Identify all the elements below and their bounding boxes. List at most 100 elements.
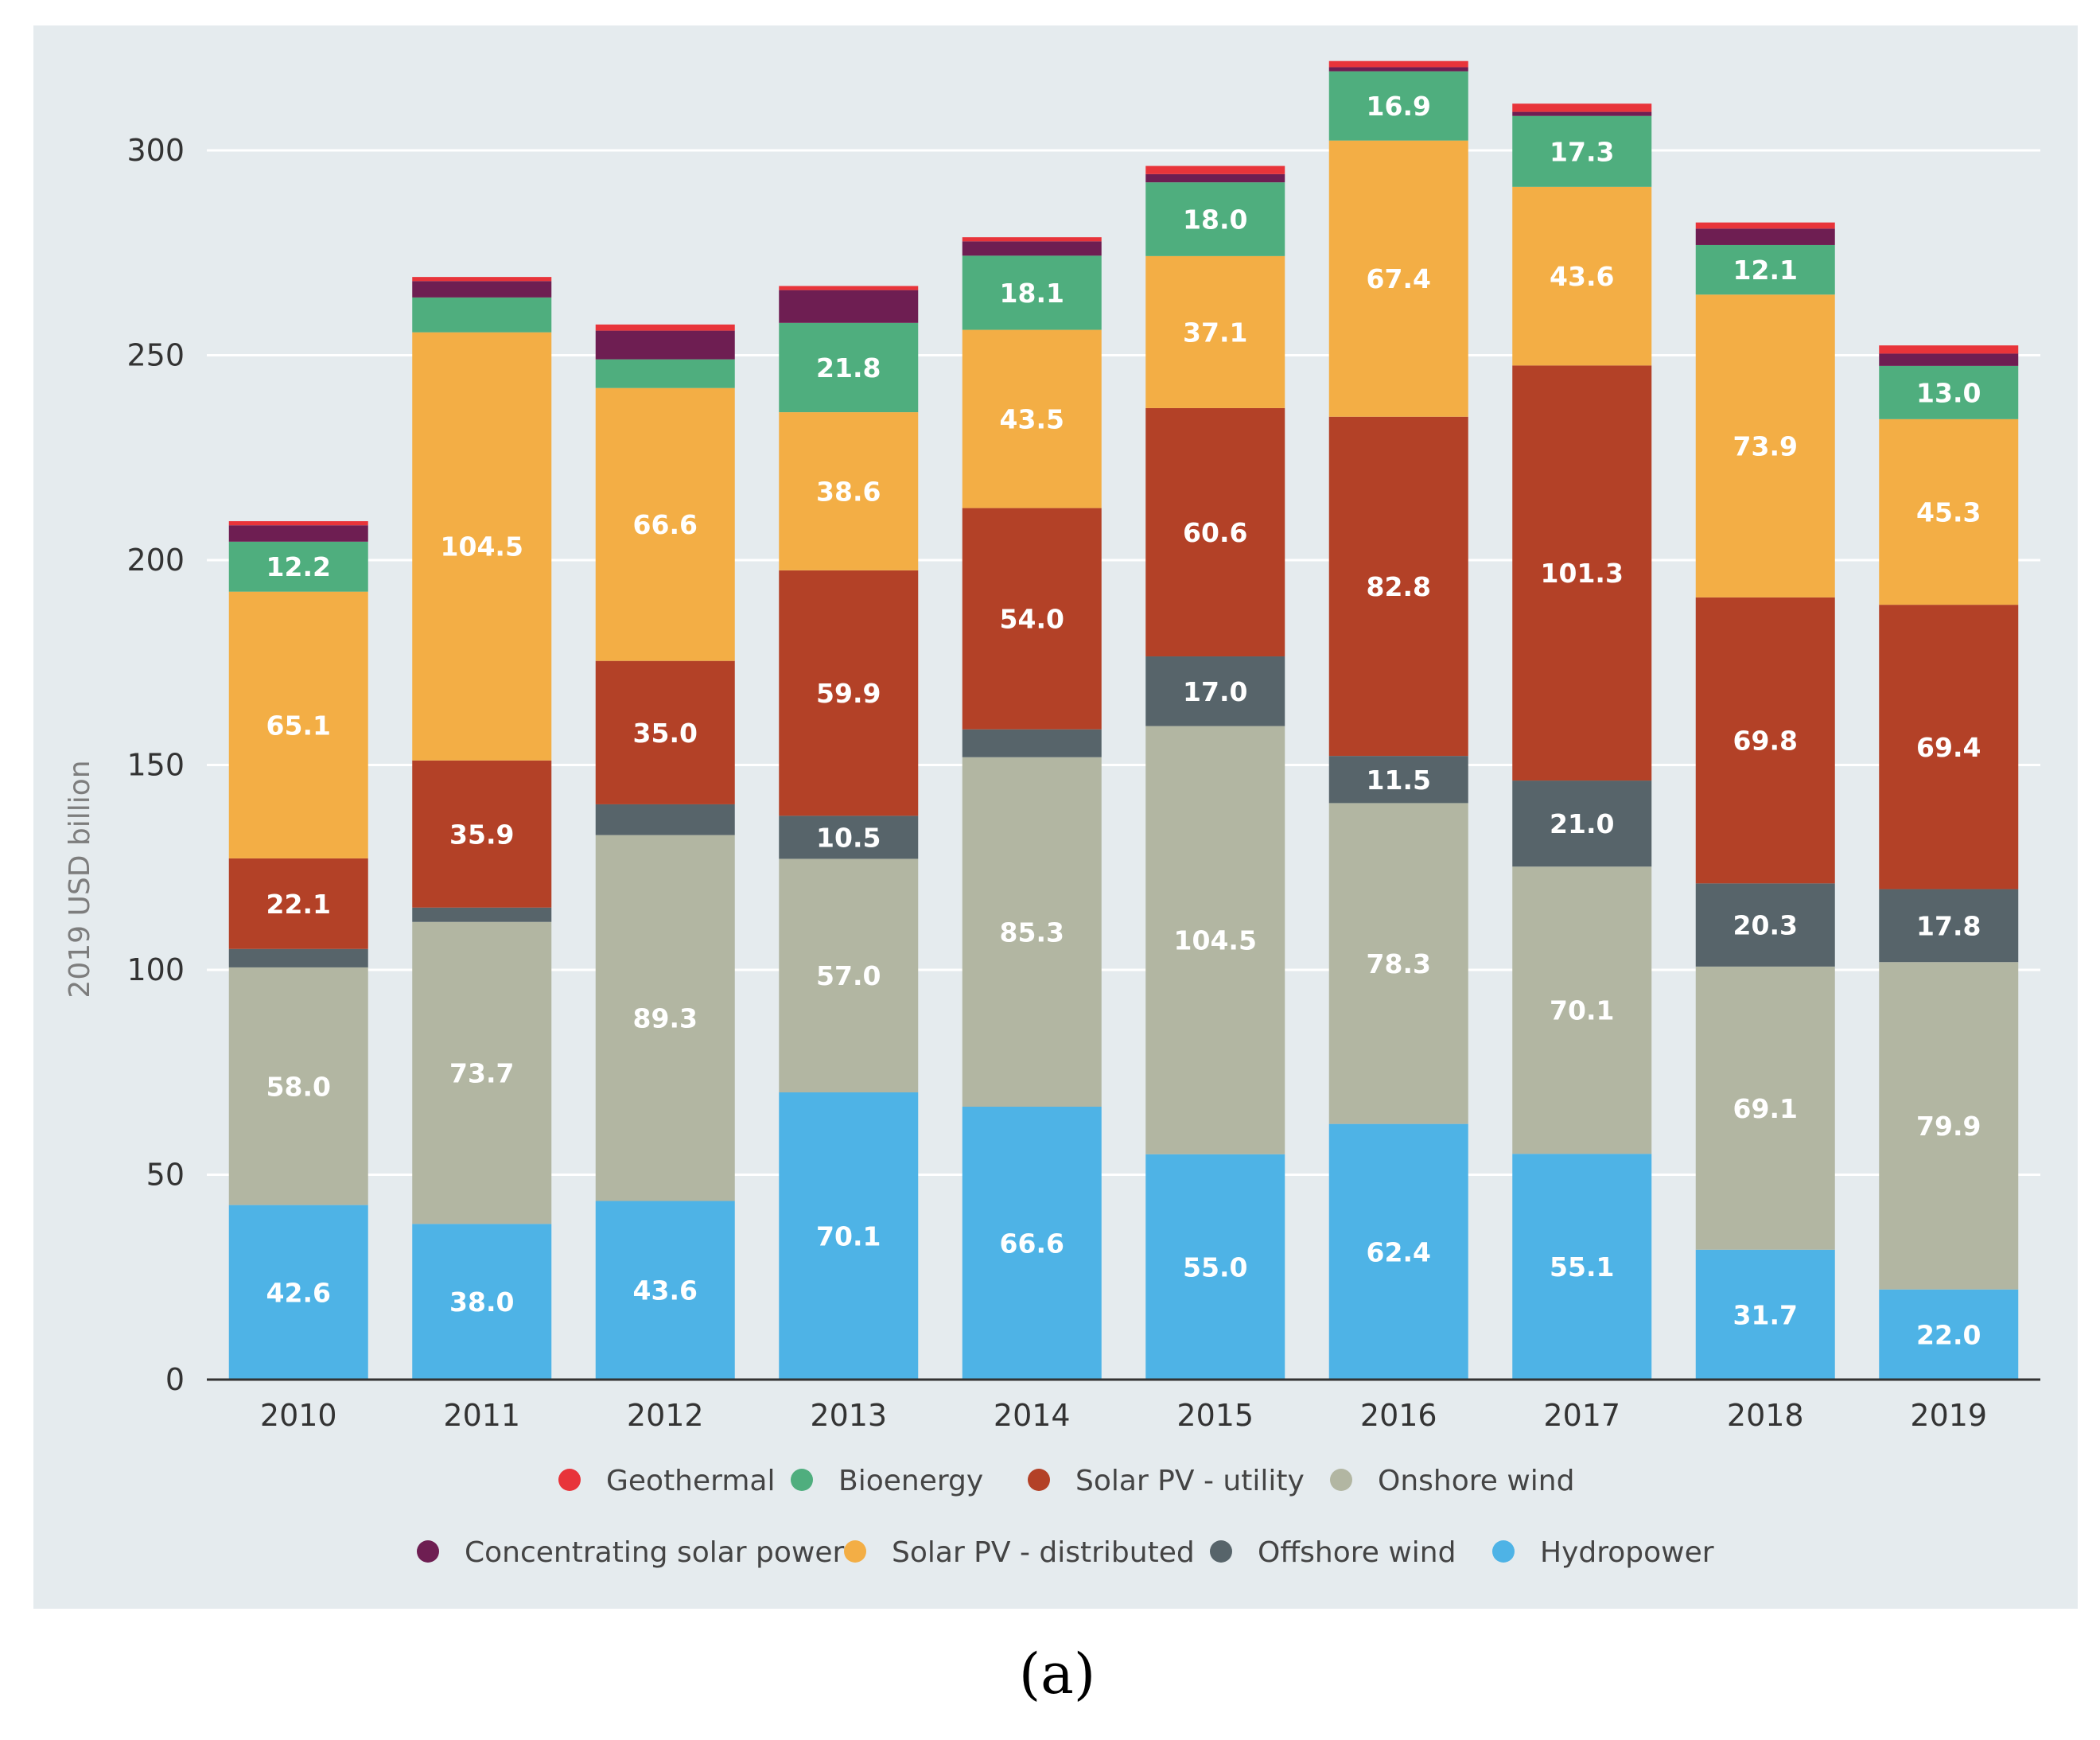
x-tick-label: 2011 bbox=[443, 1398, 520, 1433]
bar-solar-pv-utility-2013 bbox=[779, 570, 919, 816]
data-label-solar-pv-distributed-2014: 43.5 bbox=[1000, 404, 1064, 435]
legend-marker-offshore-wind bbox=[1210, 1540, 1232, 1563]
bar-bioenergy-2019 bbox=[1879, 365, 2019, 419]
bar-onshore-wind-2010 bbox=[228, 967, 368, 1205]
data-label-bioenergy-2013: 21.8 bbox=[816, 352, 881, 383]
bar-hydropower-2011 bbox=[412, 1224, 552, 1380]
data-label-solar-pv-distributed-2017: 43.6 bbox=[1550, 261, 1614, 292]
data-label-onshore-wind-2015: 104.5 bbox=[1174, 925, 1257, 956]
bar-concentrating-solar-power-2012 bbox=[595, 330, 735, 360]
bar-onshore-wind-2011 bbox=[412, 921, 552, 1224]
bar-hydropower-2010 bbox=[228, 1205, 368, 1380]
bar-bioenergy-2013 bbox=[779, 322, 919, 413]
data-label-hydropower-2016: 62.4 bbox=[1367, 1236, 1431, 1267]
bar-solar-pv-distributed-2011 bbox=[412, 332, 552, 761]
legend-label-hydropower: Hydropower bbox=[1540, 1536, 1714, 1569]
data-label-solar-pv-distributed-2011: 104.5 bbox=[441, 531, 523, 562]
bar-offshore-wind-2018 bbox=[1695, 883, 1835, 967]
bar-concentrating-solar-power-2017 bbox=[1512, 111, 1652, 116]
data-label-onshore-wind-2017: 70.1 bbox=[1550, 995, 1614, 1026]
legend-label-concentrating-solar-power: Concentrating solar power bbox=[465, 1536, 844, 1569]
bar-solar-pv-distributed-2015 bbox=[1145, 255, 1285, 408]
data-label-solar-pv-utility-2016: 82.8 bbox=[1367, 571, 1431, 602]
data-label-solar-pv-distributed-2012: 66.6 bbox=[633, 509, 698, 540]
bar-offshore-wind-2010 bbox=[228, 948, 368, 967]
bar-concentrating-solar-power-2019 bbox=[1879, 353, 2019, 366]
bar-bioenergy-2017 bbox=[1512, 115, 1652, 187]
bar-bioenergy-2012 bbox=[595, 359, 735, 388]
bar-hydropower-2015 bbox=[1145, 1154, 1285, 1380]
bar-solar-pv-utility-2018 bbox=[1695, 597, 1835, 884]
data-label-bioenergy-2016: 16.9 bbox=[1367, 91, 1431, 122]
legend-label-solar-pv-distributed: Solar PV - distributed bbox=[892, 1536, 1195, 1569]
x-axis: 2010 2011 2012 2013 2014 2015 2016 2017 2018 2019 bbox=[260, 1398, 1987, 1433]
y-tick-label: 0 bbox=[165, 1362, 185, 1397]
bar-offshore-wind-2013 bbox=[779, 816, 919, 859]
x-tick-label: 2012 bbox=[627, 1398, 704, 1433]
bar-offshore-wind-2012 bbox=[595, 804, 735, 835]
bar-concentrating-solar-power-2013 bbox=[779, 290, 919, 323]
y-tick-label: 300 bbox=[126, 133, 185, 168]
bar-solar-pv-distributed-2012 bbox=[595, 387, 735, 661]
bar-solar-pv-distributed-2018 bbox=[1695, 294, 1835, 598]
x-tick-label: 2013 bbox=[810, 1398, 887, 1433]
bar-geothermal-2016 bbox=[1328, 60, 1468, 68]
data-label-hydropower-2013: 70.1 bbox=[816, 1220, 881, 1251]
bar-solar-pv-utility-2017 bbox=[1512, 365, 1652, 781]
x-tick-label: 2018 bbox=[1727, 1398, 1804, 1433]
bar-concentrating-solar-power-2011 bbox=[412, 281, 552, 298]
data-label-bioenergy-2010: 12.2 bbox=[266, 551, 331, 582]
bar-concentrating-solar-power-2016 bbox=[1328, 67, 1468, 72]
bar-offshore-wind-2011 bbox=[412, 907, 552, 922]
data-label-onshore-wind-2014: 85.3 bbox=[1000, 917, 1064, 948]
data-label-solar-pv-utility-2012: 35.0 bbox=[633, 718, 698, 749]
bar-bioenergy-2015 bbox=[1145, 182, 1285, 256]
data-label-bioenergy-2018: 12.1 bbox=[1733, 255, 1798, 286]
bar-solar-pv-distributed-2017 bbox=[1512, 186, 1652, 366]
legend-label-geothermal: Geothermal bbox=[606, 1465, 775, 1497]
legend-marker-geothermal bbox=[558, 1469, 581, 1491]
bar-onshore-wind-2013 bbox=[779, 858, 919, 1092]
bar-hydropower-2019 bbox=[1879, 1289, 2019, 1380]
bar-solar-pv-utility-2014 bbox=[962, 508, 1102, 730]
data-label-onshore-wind-2016: 78.3 bbox=[1367, 948, 1431, 979]
bar-geothermal-2010 bbox=[228, 521, 368, 526]
x-tick-label: 2019 bbox=[1910, 1398, 1987, 1433]
x-tick-label: 2016 bbox=[1360, 1398, 1437, 1433]
x-tick-label: 2017 bbox=[1543, 1398, 1620, 1433]
y-tick-label: 100 bbox=[126, 952, 185, 987]
figure-caption: (a) bbox=[1019, 1641, 1095, 1707]
data-label-offshore-wind-2017: 21.0 bbox=[1550, 808, 1614, 839]
bar-geothermal-2013 bbox=[779, 286, 919, 290]
bar-offshore-wind-2015 bbox=[1145, 656, 1285, 726]
data-label-onshore-wind-2011: 73.7 bbox=[449, 1058, 514, 1089]
bar-concentrating-solar-power-2010 bbox=[228, 525, 368, 542]
legend: Geothermal Bioenergy Solar PV - utility Ons… bbox=[417, 1465, 1714, 1569]
bar-offshore-wind-2017 bbox=[1512, 780, 1652, 867]
legend-label-onshore-wind: Onshore wind bbox=[1378, 1465, 1574, 1497]
bar-bioenergy-2010 bbox=[228, 541, 368, 592]
legend-marker-solar-pv-distributed bbox=[844, 1540, 866, 1563]
data-label-solar-pv-distributed-2016: 67.4 bbox=[1367, 263, 1431, 294]
data-label-bioenergy-2019: 13.0 bbox=[1916, 377, 1981, 408]
bar-solar-pv-utility-2019 bbox=[1879, 605, 2019, 889]
bar-onshore-wind-2018 bbox=[1695, 966, 1835, 1250]
data-label-solar-pv-utility-2013: 59.9 bbox=[816, 678, 881, 709]
legend-marker-solar-pv-utility bbox=[1028, 1469, 1050, 1491]
bar-solar-pv-distributed-2013 bbox=[779, 412, 919, 570]
y-axis: 0 50 100 150 200 250 300 bbox=[126, 133, 185, 1397]
legend-label-offshore-wind: Offshore wind bbox=[1258, 1536, 1456, 1569]
data-label-solar-pv-utility-2018: 69.8 bbox=[1733, 726, 1798, 757]
data-label-solar-pv-distributed-2010: 65.1 bbox=[266, 710, 331, 741]
bar-bioenergy-2011 bbox=[412, 297, 552, 333]
x-tick-label: 2015 bbox=[1176, 1398, 1254, 1433]
bar-hydropower-2018 bbox=[1695, 1249, 1835, 1380]
bar-geothermal-2011 bbox=[412, 277, 552, 282]
bar-offshore-wind-2014 bbox=[962, 729, 1102, 757]
bar-solar-pv-distributed-2010 bbox=[228, 591, 368, 858]
data-label-solar-pv-utility-2011: 35.9 bbox=[449, 819, 514, 850]
data-label-bioenergy-2014: 18.1 bbox=[1000, 278, 1064, 309]
data-label-solar-pv-utility-2014: 54.0 bbox=[1000, 604, 1064, 635]
bar-solar-pv-distributed-2019 bbox=[1879, 418, 2019, 605]
